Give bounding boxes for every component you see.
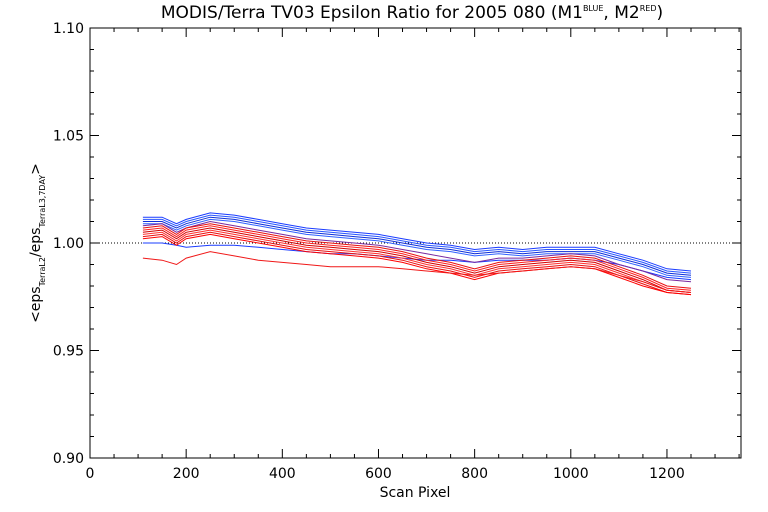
title-main: MODIS/Terra TV03 Epsilon Ratio for 2005 …: [161, 3, 583, 23]
x-tick-label: 1000: [553, 466, 589, 482]
ylabel-sub2: TerraL3,7DAY: [38, 175, 47, 229]
series-line-6: [142, 220, 692, 283]
series-line-2: [142, 214, 692, 274]
y-axis-label: <epsTerraL2/epsTerraL3,7DAY>: [28, 163, 47, 323]
y-tick-label: 1.00: [53, 236, 84, 252]
series-line-11: [142, 231, 692, 296]
x-tick-label: 800: [461, 466, 488, 482]
y-axis: 0.90 0.95 1.00 1.05 1.10: [53, 21, 741, 467]
series-line-13: [142, 251, 692, 293]
chart-title: MODIS/Terra TV03 Epsilon Ratio for 2005 …: [161, 3, 663, 23]
series-line-7: [142, 223, 692, 289]
x-tick-label: 1200: [649, 466, 685, 482]
y-tick-label: 1.10: [53, 21, 84, 37]
x-axis-label: Scan Pixel: [380, 485, 451, 501]
series-line-1: [142, 212, 692, 272]
y-tick-label: 0.95: [53, 344, 84, 360]
title-end: ): [656, 3, 663, 23]
series-line-3: [142, 216, 692, 276]
x-tick-label: 600: [365, 466, 392, 482]
title-sup-red: RED: [640, 4, 657, 13]
series-line-4: [142, 218, 692, 278]
ylabel-b: /eps: [28, 228, 44, 258]
x-tick-label: 0: [86, 466, 95, 482]
ylabel-sub1: TerraL2: [38, 257, 47, 287]
series-group: [142, 212, 692, 296]
series-line-10: [142, 229, 692, 293]
series-line-8: [142, 225, 692, 291]
y-tick-label: 1.05: [53, 129, 84, 145]
title-mid: , M2: [603, 3, 639, 23]
ylabel-c: >: [28, 163, 44, 175]
x-tick-label: 200: [173, 466, 200, 482]
ylabel-a: <eps: [28, 286, 44, 323]
y-tick-label: 0.90: [53, 451, 84, 467]
x-axis: 0 200 400 600 800 1000 1200: [86, 28, 740, 482]
series-line-9: [142, 227, 692, 293]
title-sup-blue: BLUE: [583, 4, 603, 13]
x-tick-label: 400: [269, 466, 296, 482]
